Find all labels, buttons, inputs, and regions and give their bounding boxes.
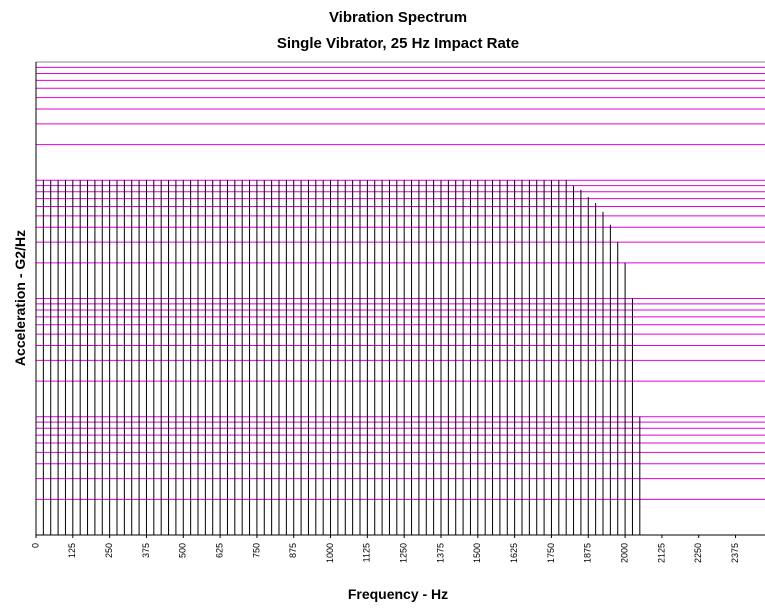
chart-title: Vibration Spectrum [329, 9, 467, 26]
x-tick-label: 2000 [619, 543, 629, 563]
x-tick-label: 875 [288, 543, 298, 558]
chart-subtitle: Single Vibrator, 25 Hz Impact Rate [277, 35, 519, 52]
x-tick-label: 500 [178, 543, 188, 558]
x-tick-label: 0 [30, 543, 40, 548]
x-tick-label: 250 [104, 543, 114, 558]
x-tick-label: 1250 [399, 543, 409, 563]
x-tick-label: 2250 [693, 543, 703, 563]
x-tick-label: 2125 [656, 543, 666, 563]
x-tick-label: 1750 [546, 543, 556, 563]
x-tick-label: 2375 [730, 543, 740, 563]
x-tick-label: 1500 [472, 543, 482, 563]
x-tick-label: 1125 [362, 543, 372, 562]
x-tick-label: 1625 [509, 543, 519, 563]
x-tick-label: 625 [214, 543, 224, 558]
x-tick-label: 1000 [325, 543, 335, 563]
x-tick-label: 750 [251, 543, 261, 558]
x-tick-label: 375 [141, 543, 151, 558]
x-tick-label: 125 [67, 543, 77, 558]
x-axis-label: Frequency - Hz [348, 586, 448, 602]
x-tick-label: 1875 [583, 543, 593, 563]
y-axis-label: Acceleration - G2/Hz [12, 230, 28, 366]
x-tick-label: 1375 [435, 543, 445, 563]
